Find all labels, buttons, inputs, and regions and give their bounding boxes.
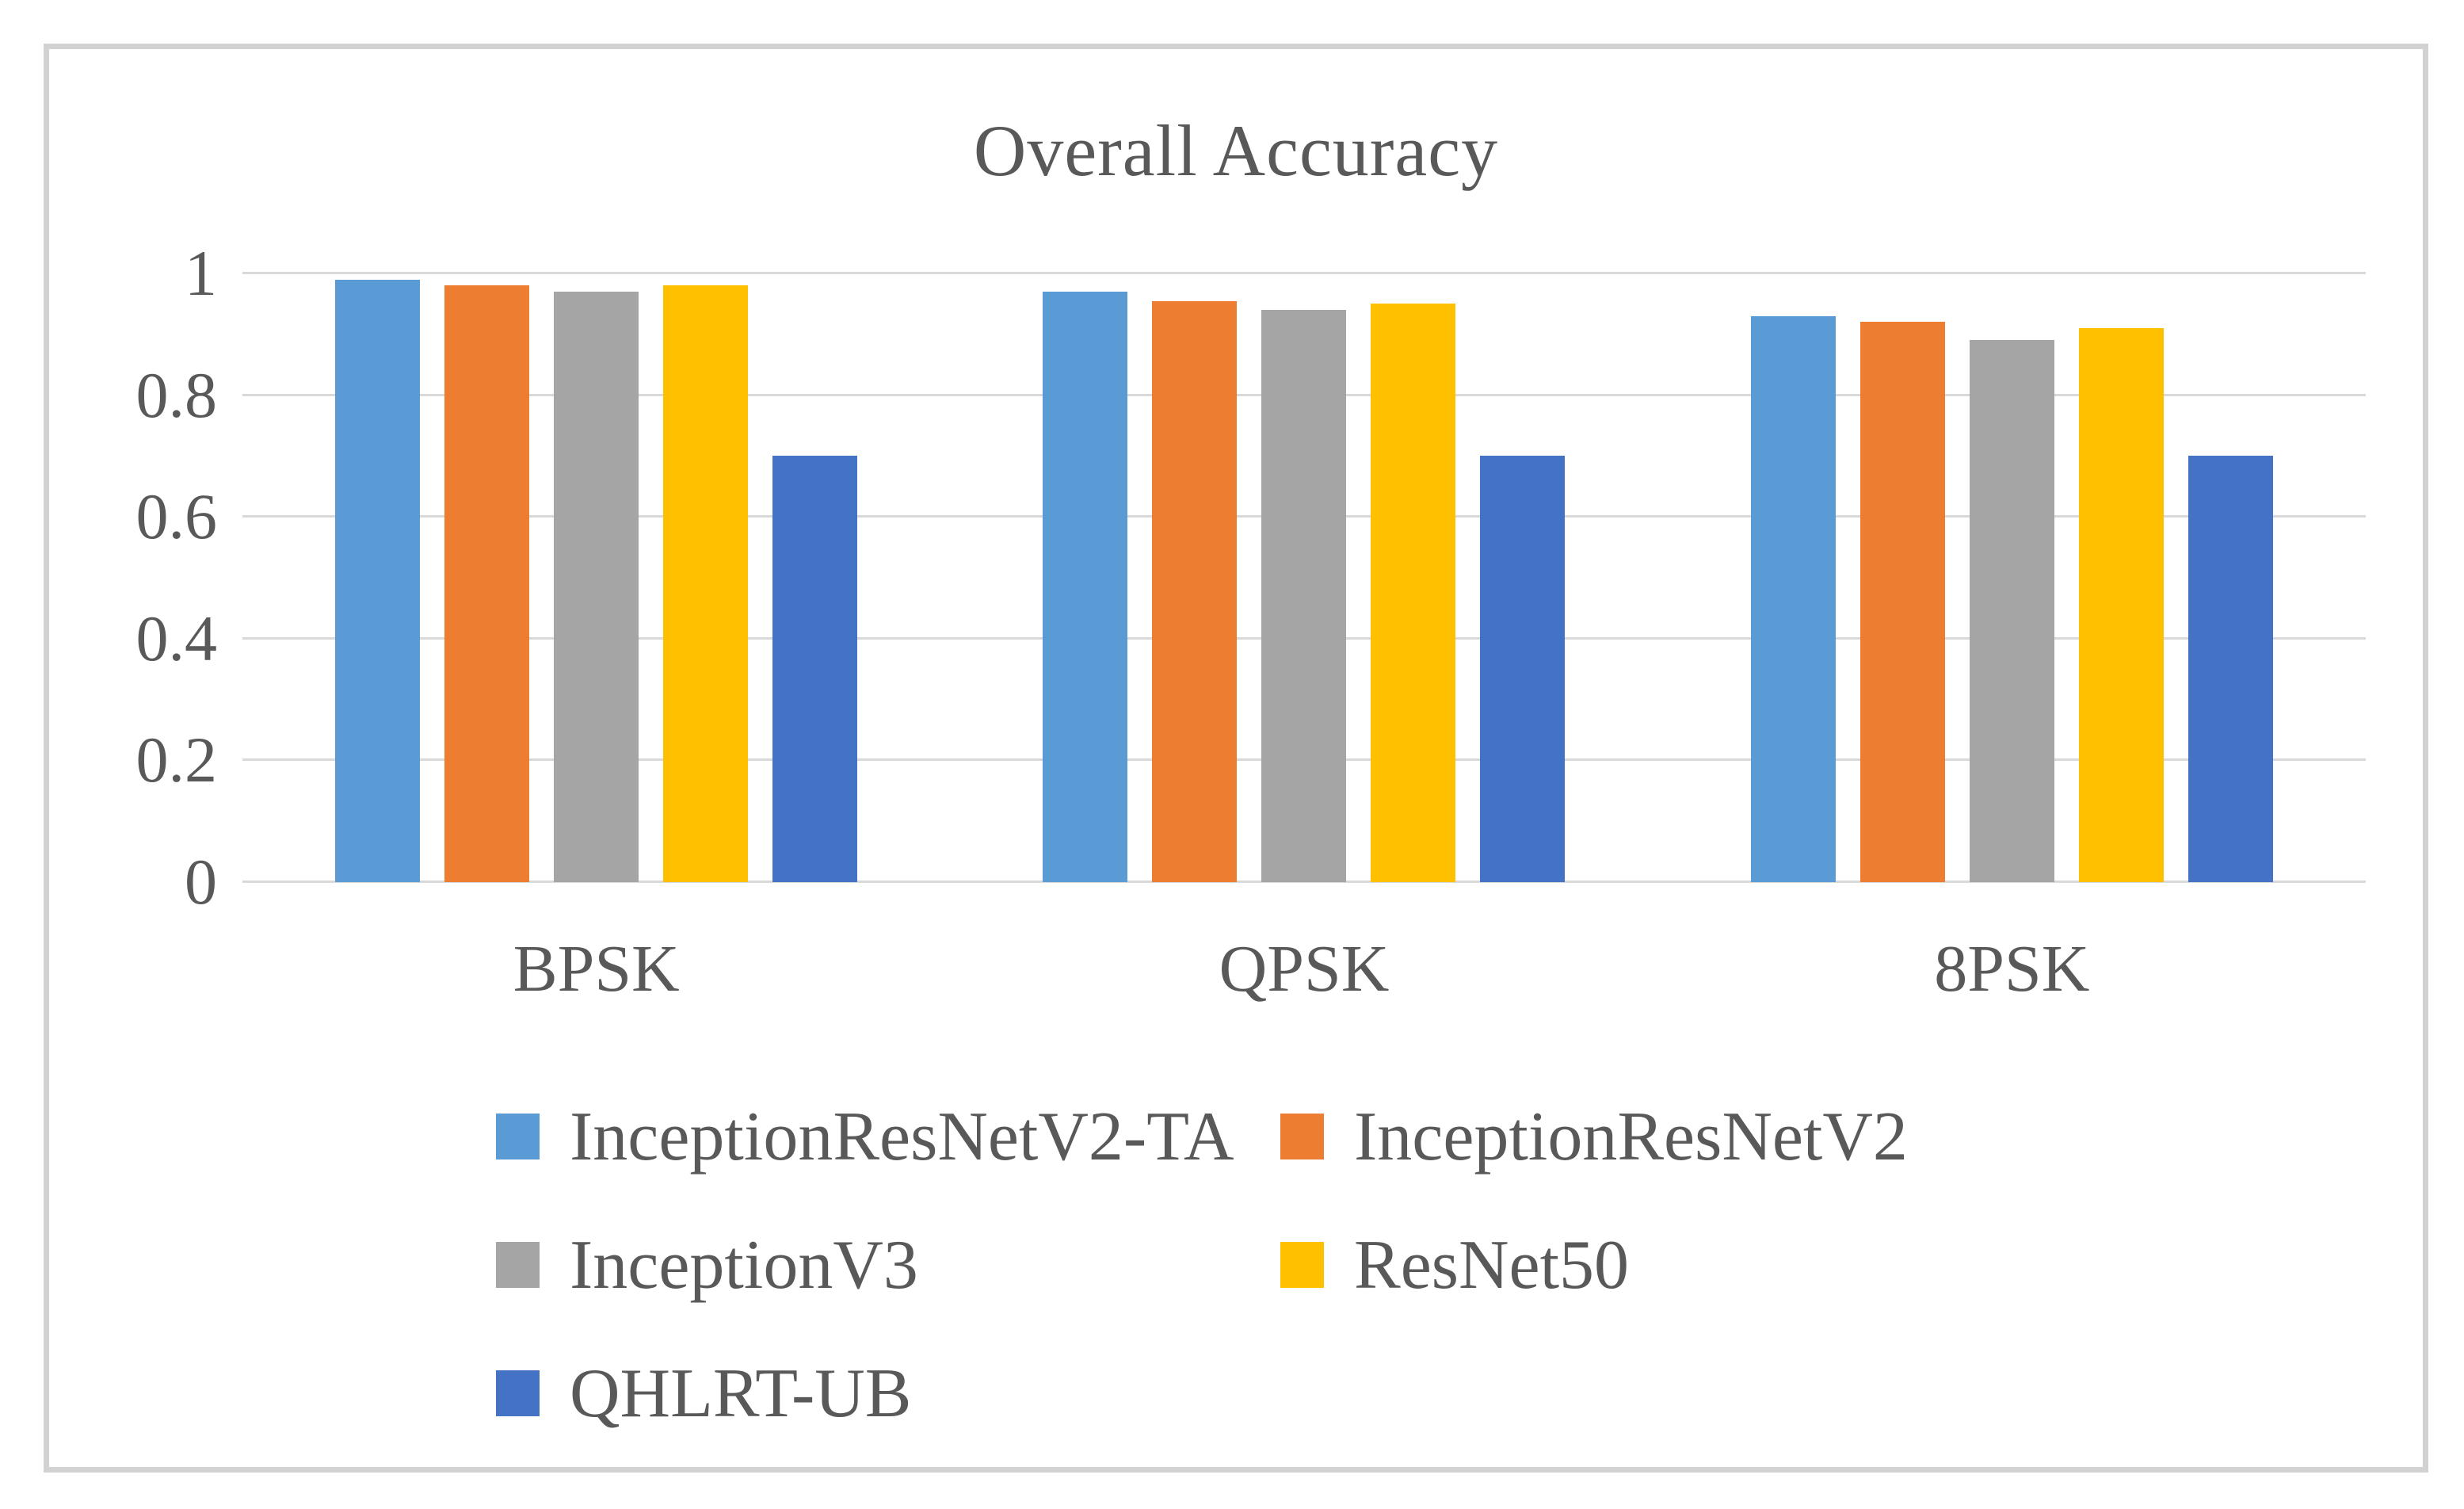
legend-swatch-ResNet50 — [1280, 1242, 1324, 1288]
y-tick-label-0.8: 0.8 — [135, 358, 218, 431]
bar-8PSK-InceptionV3 — [1969, 340, 2054, 882]
legend-swatch-InceptionV3 — [496, 1242, 540, 1288]
x-category-label-8PSK: 8PSK — [1934, 932, 2090, 1006]
legend-label-InceptionResNetV2-TA: InceptionResNetV2-TA — [570, 1098, 1234, 1175]
y-tick-label-0.6: 0.6 — [135, 480, 218, 553]
bar-BPSK-QHLRT-UB — [772, 456, 858, 882]
bar-group-QPSK — [950, 273, 1657, 882]
bar-QPSK-ResNet50 — [1371, 304, 1456, 882]
bar-BPSK-InceptionResNetV2 — [444, 285, 530, 882]
bars-layer — [242, 273, 2366, 882]
bar-BPSK-InceptionResNetV2-TA — [335, 280, 421, 882]
bar-QPSK-QHLRT-UB — [1480, 456, 1566, 882]
bar-QPSK-InceptionV3 — [1261, 310, 1347, 882]
bar-QPSK-InceptionResNetV2 — [1152, 301, 1238, 882]
legend-item-InceptionResNetV2-TA: InceptionResNetV2-TA — [496, 1097, 1234, 1176]
x-axis-category-labels: BPSK QPSK 8PSK — [242, 930, 2366, 1007]
bar-group-8PSK — [1658, 273, 2366, 882]
plot-area — [242, 272, 2366, 883]
bar-8PSK-InceptionResNetV2 — [1859, 322, 1945, 882]
legend-swatch-InceptionResNetV2 — [1280, 1114, 1324, 1159]
bar-8PSK-QHLRT-UB — [2187, 456, 2273, 882]
bar-8PSK-ResNet50 — [2078, 328, 2164, 882]
legend-swatch-QHLRT-UB — [496, 1370, 540, 1416]
legend-label-InceptionResNetV2: InceptionResNetV2 — [1354, 1098, 1908, 1175]
bar-BPSK-InceptionV3 — [554, 292, 639, 882]
legend-item-InceptionResNetV2: InceptionResNetV2 — [1280, 1097, 1908, 1176]
chart-title: Overall Accuracy — [973, 110, 1499, 191]
y-tick-label-0.4: 0.4 — [135, 602, 218, 674]
legend-item-ResNet50: ResNet50 — [1280, 1225, 1629, 1305]
gridline-y-1 — [242, 272, 2366, 274]
y-tick-label-0.2: 0.2 — [135, 724, 218, 797]
x-category-label-QPSK: QPSK — [1219, 932, 1390, 1006]
legend-label-QHLRT-UB: QHLRT-UB — [570, 1354, 912, 1432]
legend-label-InceptionV3: InceptionV3 — [570, 1226, 918, 1304]
x-category-label-BPSK: BPSK — [513, 932, 680, 1006]
chart-frame: Overall Accuracy 1 0.8 0.6 0.4 0.2 0 BPSK QPSK… — [44, 44, 2428, 1473]
legend-swatch-InceptionResNetV2-TA — [496, 1114, 540, 1159]
y-tick-label-1: 1 — [185, 237, 217, 309]
bar-QPSK-InceptionResNetV2-TA — [1043, 292, 1128, 882]
bar-8PSK-InceptionResNetV2-TA — [1750, 316, 1836, 882]
legend-item-QHLRT-UB: QHLRT-UB — [496, 1354, 912, 1433]
bar-group-BPSK — [242, 273, 950, 882]
bar-BPSK-ResNet50 — [663, 285, 749, 882]
legend-label-ResNet50: ResNet50 — [1354, 1226, 1630, 1304]
legend-item-InceptionV3: InceptionV3 — [496, 1225, 918, 1305]
y-tick-label-0: 0 — [185, 846, 217, 918]
